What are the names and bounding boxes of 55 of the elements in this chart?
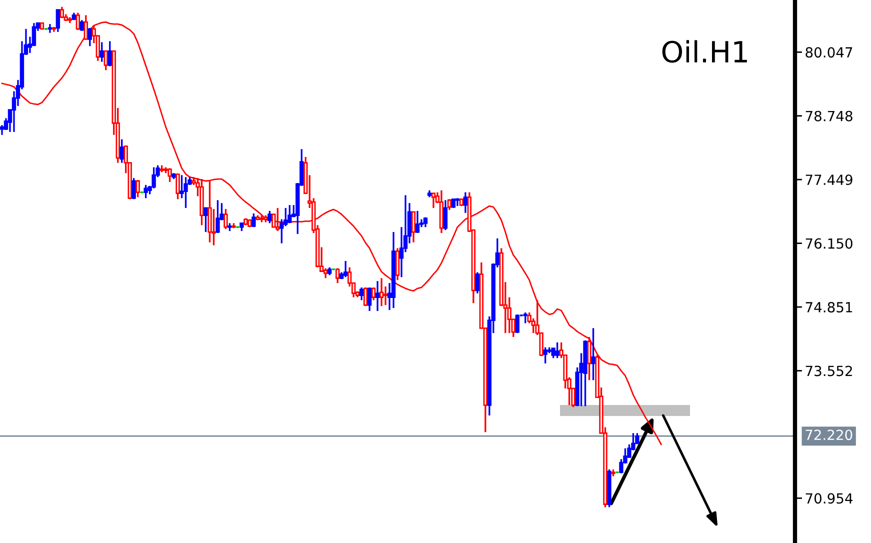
candlestick [152,166,156,190]
candlestick [447,198,452,211]
candlestick [88,27,92,47]
candlestick [276,207,280,232]
text: Oil.H1 [662,40,747,63]
candlestick [323,267,328,279]
candlestick [48,23,52,34]
candlestick [0,124,4,136]
candlestick [343,260,348,278]
candlestick [132,177,136,200]
candlestick [136,179,140,198]
candlestick [619,458,624,474]
candlestick [224,208,228,230]
candlestick [383,286,388,306]
candlestick [523,312,528,324]
candlestick [415,210,420,234]
candlestick [80,19,84,32]
y-tick-label: 76.150 [806,238,852,249]
candlestick [56,8,60,33]
y-tick-label: 78.748 [806,110,852,122]
candlestick [100,41,104,63]
candlestick [443,199,448,231]
candlestick [359,286,364,302]
candlestick [216,199,220,234]
candlestick [335,267,340,284]
candlestick [252,212,256,228]
candlestick [475,271,480,294]
candlestick [76,12,80,31]
candlestick [591,327,596,381]
candlestick [176,173,180,200]
candlestick [375,280,380,312]
candlestick [371,286,376,302]
ref-line-label: 72.220 [806,430,852,440]
candlestick [431,192,436,209]
candlestick [184,176,188,209]
candlestick [367,286,372,312]
y-tick-label: 74.851 [806,302,852,312]
line-series [1,21,662,446]
candlestick [411,211,416,244]
candlestick [463,191,468,214]
candlestick [587,336,592,381]
candlestick [555,342,560,359]
candlestick [543,346,548,364]
y-tick-label: 80.047 [806,47,852,58]
candlestick [379,277,384,307]
candlestick [108,40,112,68]
y-tick-label: 77.449 [806,174,852,186]
candlestick [204,207,208,233]
candlestick [268,210,272,224]
y-tick-label: 70.954 [806,493,853,504]
y-tick-label: 73.552 [806,366,852,376]
candlestick [144,184,148,200]
candlestick [168,167,172,183]
candlestick [288,204,292,224]
candlestick [104,50,108,71]
